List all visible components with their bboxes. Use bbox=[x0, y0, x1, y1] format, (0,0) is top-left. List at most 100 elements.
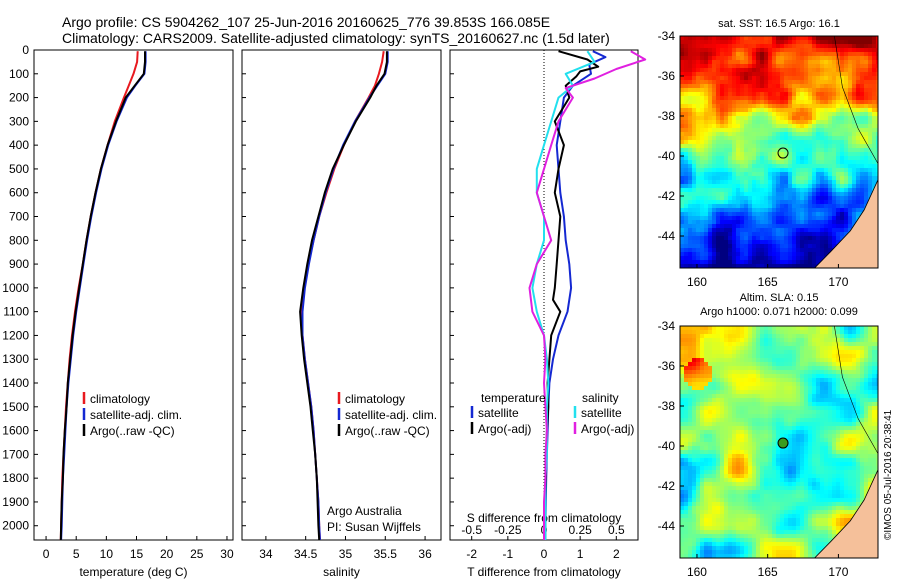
map-cell bbox=[860, 72, 864, 76]
map-cell bbox=[868, 326, 872, 330]
map-cell bbox=[680, 216, 684, 220]
map-cell bbox=[844, 84, 848, 88]
map-cell bbox=[728, 454, 732, 458]
map-cell bbox=[760, 76, 764, 80]
map-cell bbox=[848, 442, 852, 446]
map-cell bbox=[728, 338, 732, 342]
map-cell bbox=[732, 64, 736, 68]
map-cell bbox=[756, 248, 760, 252]
map-cell bbox=[708, 68, 712, 72]
map-cell bbox=[700, 216, 704, 220]
map-cell bbox=[860, 406, 864, 410]
map-cell bbox=[764, 366, 768, 370]
map-cell bbox=[736, 366, 740, 370]
map-cell bbox=[788, 398, 792, 402]
map-cell bbox=[680, 382, 684, 386]
map-cell bbox=[756, 176, 760, 180]
map-cell bbox=[724, 60, 728, 64]
map-cell bbox=[748, 212, 752, 216]
map-cell bbox=[836, 204, 840, 208]
map-cell bbox=[760, 454, 764, 458]
map-cell bbox=[800, 56, 804, 60]
map-cell bbox=[808, 434, 812, 438]
map-cell bbox=[864, 342, 868, 346]
map-cell bbox=[820, 176, 824, 180]
map-cell bbox=[828, 326, 832, 330]
map-cell bbox=[860, 36, 864, 40]
map-cell bbox=[824, 446, 828, 450]
map-cell bbox=[776, 450, 780, 454]
map-cell bbox=[852, 470, 856, 474]
map-cell bbox=[796, 100, 800, 104]
map-cell bbox=[812, 216, 816, 220]
map-cell bbox=[872, 76, 876, 80]
map-cell bbox=[836, 192, 840, 196]
map-cell bbox=[772, 442, 776, 446]
map-cell bbox=[844, 370, 848, 374]
map-cell bbox=[764, 378, 768, 382]
map-cell bbox=[708, 390, 712, 394]
map-cell bbox=[836, 366, 840, 370]
map-cell bbox=[808, 72, 812, 76]
map-cell bbox=[820, 410, 824, 414]
map-cell bbox=[748, 104, 752, 108]
map-cell bbox=[728, 354, 732, 358]
map-cell bbox=[712, 474, 716, 478]
map-cell bbox=[716, 374, 720, 378]
map-cell bbox=[832, 406, 836, 410]
map-cell bbox=[736, 204, 740, 208]
map-cell bbox=[824, 370, 828, 374]
map-cell bbox=[788, 240, 792, 244]
map-cell bbox=[700, 52, 704, 56]
map-cell bbox=[808, 52, 812, 56]
map-cell bbox=[800, 342, 804, 346]
map-cell bbox=[860, 450, 864, 454]
map-cell bbox=[784, 386, 788, 390]
map-cell bbox=[812, 240, 816, 244]
map-cell bbox=[748, 330, 752, 334]
map-cell bbox=[828, 426, 832, 430]
map-cell bbox=[712, 100, 716, 104]
map-cell bbox=[736, 112, 740, 116]
map-cell bbox=[872, 124, 876, 128]
map-cell bbox=[852, 402, 856, 406]
y-tick-label: 1200 bbox=[2, 328, 29, 342]
map-cell bbox=[792, 394, 796, 398]
map-cell bbox=[860, 362, 864, 366]
map-cell bbox=[812, 386, 816, 390]
map-cell bbox=[724, 248, 728, 252]
map-cell bbox=[704, 354, 708, 358]
map-cell bbox=[868, 112, 872, 116]
map-cell bbox=[804, 36, 808, 40]
map-cell bbox=[812, 354, 816, 358]
map-cell bbox=[824, 406, 828, 410]
map-cell bbox=[768, 148, 772, 152]
map-cell bbox=[828, 362, 832, 366]
map-cell bbox=[740, 410, 744, 414]
map-cell bbox=[756, 354, 760, 358]
map-cell bbox=[748, 260, 752, 264]
map-cell bbox=[856, 100, 860, 104]
map-cell bbox=[732, 362, 736, 366]
map-cell bbox=[800, 438, 804, 442]
map-cell bbox=[752, 196, 756, 200]
map-cell bbox=[828, 462, 832, 466]
map-cell bbox=[744, 358, 748, 362]
map-cell bbox=[696, 140, 700, 144]
map-cell bbox=[708, 418, 712, 422]
map-cell bbox=[712, 426, 716, 430]
map-cell bbox=[792, 96, 796, 100]
map-cell bbox=[780, 68, 784, 72]
map-cell bbox=[828, 196, 832, 200]
map-cell bbox=[796, 260, 800, 264]
map-cell bbox=[832, 48, 836, 52]
map-cell bbox=[776, 224, 780, 228]
map-cell bbox=[796, 434, 800, 438]
map-cell bbox=[716, 44, 720, 48]
map-cell bbox=[788, 474, 792, 478]
map-cell bbox=[800, 334, 804, 338]
map-cell bbox=[784, 140, 788, 144]
map-cell bbox=[760, 160, 764, 164]
map-cell bbox=[688, 108, 692, 112]
map-cell bbox=[720, 216, 724, 220]
